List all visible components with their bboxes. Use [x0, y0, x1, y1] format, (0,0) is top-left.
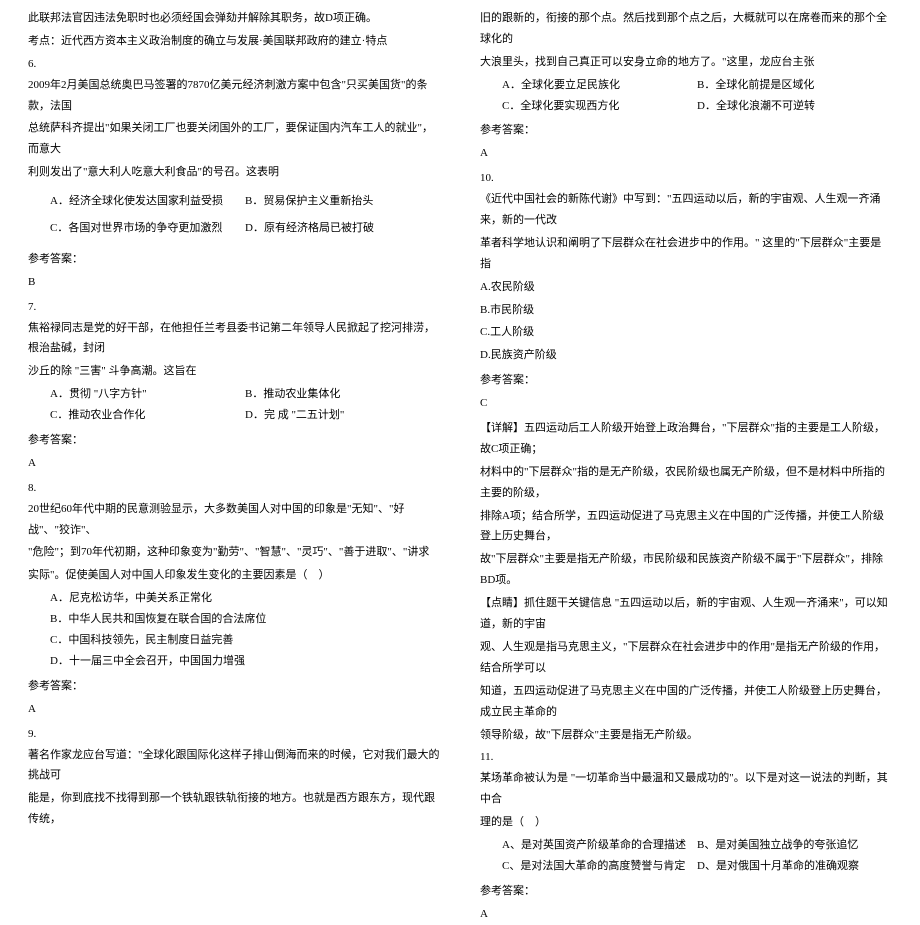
option-c: C．推动农业合作化 [50, 405, 245, 426]
question-number: 8. [28, 478, 440, 499]
question-stem: 能是，你到底找不找得到那一个铁轨跟铁轨衔接的地方。也就是西方跟东方，现代跟传统， [28, 788, 440, 830]
option-b: B．全球化前提是区域化 [697, 75, 892, 96]
question-stem: 《近代中国社会的新陈代谢》中写到："五四运动以后，新的宇宙观、人生观一齐涌来，新… [480, 189, 892, 231]
option-row: C．各国对世界市场的争夺更加激烈 D．原有经济格局已被打破 [50, 218, 440, 239]
answer-label: 参考答案： [28, 676, 440, 697]
question-stem: 某场革命被认为是 "一切革命当中最温和又最成功的"。以下是对这一说法的判断，其中… [480, 768, 892, 810]
option-row: A．贯彻 "八字方针" B．推动农业集体化 [50, 384, 440, 405]
option-b: B．贸易保护主义重新抬头 [245, 191, 440, 212]
answer-label: 参考答案： [28, 249, 440, 270]
option-row: C．推动农业合作化 D．完 成 "二五计划" [50, 405, 440, 426]
explanation: 排除A项；结合所学，五四运动促进了马克思主义在中国的广泛传播，并使工人阶级登上历… [480, 506, 892, 548]
option-b: B．中华人民共和国恢复在联合国的合法席位 [50, 609, 440, 630]
question-stem: 著名作家龙应台写道："全球化跟国际化这样子排山倒海而来的时候，它对我们最大的挑战… [28, 745, 440, 787]
option-b: B．推动农业集体化 [245, 384, 440, 405]
option-c: C．各国对世界市场的争夺更加激烈 [50, 218, 245, 239]
question-number: 11. [480, 747, 892, 768]
question-number: 10. [480, 168, 892, 189]
right-column: 旧的跟新的，衔接的那个点。然后找到那个点之后，大概就可以在席卷而来的那个全球化的… [460, 0, 920, 651]
line-text: 此联邦法官因违法免职时也必须经国会弹劾并解除其职务，故D项正确。 [28, 8, 440, 29]
line-text: 考点：近代西方资本主义政治制度的确立与发展·美国联邦政府的建立·特点 [28, 31, 440, 52]
question-stem: 沙丘的除 "三害" 斗争高潮。这旨在 [28, 361, 440, 382]
tip: 【点睛】抓住题干关键信息 "五四运动以后，新的宇宙观、人生观一齐涌来"，可以知道… [480, 593, 892, 635]
option-d: D、是对俄国十月革命的准确观察 [697, 856, 892, 877]
question-stem: 2009年2月美国总统奥巴马签署的7870亿美元经济刺激方案中包含"只买美国货"… [28, 75, 440, 117]
question-stem: 实际"。促使美国人对中国人印象发生变化的主要因素是（ ） [28, 565, 440, 586]
question-stem: 20世纪60年代中期的民意测验显示，大多数美国人对中国的印象是"无知"、"好战"… [28, 499, 440, 541]
option-d: D．完 成 "二五计划" [245, 405, 440, 426]
question-stem: 理的是（ ） [480, 812, 892, 833]
option-c: C．中国科技领先，民主制度日益完善 [50, 630, 440, 651]
option-d: D.民族资产阶级 [480, 345, 892, 366]
option-row: C、是对法国大革命的高度赞誉与肯定 D、是对俄国十月革命的准确观察 [502, 856, 892, 877]
question-stem: 焦裕禄同志是党的好干部，在他担任兰考县委书记第二年领导人民掀起了挖河排涝，根治盐… [28, 318, 440, 360]
option-d: D．全球化浪潮不可逆转 [697, 96, 892, 117]
option-row: A．经济全球化使发达国家利益受损 B．贸易保护主义重新抬头 [50, 191, 440, 212]
option-c: C.工人阶级 [480, 322, 892, 343]
answer-value: A [480, 143, 892, 164]
answer-label: 参考答案： [28, 430, 440, 451]
option-a: A.农民阶级 [480, 277, 892, 298]
answer-value: A [28, 699, 440, 720]
question-stem: 革者科学地认识和阐明了下层群众在社会进步中的作用。" 这里的"下层群众"主要是指 [480, 233, 892, 275]
option-b: B.市民阶级 [480, 300, 892, 321]
option-b: B、是对美国独立战争的夸张追忆 [697, 835, 892, 856]
answer-label: 参考答案： [480, 120, 892, 141]
question-stem: 大浪里头，找到自己真正可以安身立命的地方了。"这里，龙应台主张 [480, 52, 892, 73]
tip: 观、人生观是指马克思主义，"下层群众在社会进步中的作用"是指无产阶级的作用，结合… [480, 637, 892, 679]
question-stem: 利则发出了"意大利人吃意大利食品"的号召。这表明 [28, 162, 440, 183]
answer-value: B [28, 272, 440, 293]
option-d: D．原有经济格局已被打破 [245, 218, 440, 239]
question-number: 6. [28, 54, 440, 75]
question-number: 9. [28, 724, 440, 745]
option-row: A．全球化要立足民族化 B．全球化前提是区域化 [502, 75, 892, 96]
option-row: C．全球化要实现西方化 D．全球化浪潮不可逆转 [502, 96, 892, 117]
option-a: A．贯彻 "八字方针" [50, 384, 245, 405]
explanation: 故"下层群众"主要是指无产阶级，市民阶级和民族资产阶级不属于"下层群众"，排除B… [480, 549, 892, 591]
left-column: 此联邦法官因违法免职时也必须经国会弹劾并解除其职务，故D项正确。 考点：近代西方… [0, 0, 460, 651]
explanation: 材料中的"下层群众"指的是无产阶级，农民阶级也属无产阶级，但不是材料中所指的主要… [480, 462, 892, 504]
option-row: A、是对英国资产阶级革命的合理描述 B、是对美国独立战争的夸张追忆 [502, 835, 892, 856]
answer-value: A [28, 453, 440, 474]
option-a: A、是对英国资产阶级革命的合理描述 [502, 835, 697, 856]
question-number: 7. [28, 297, 440, 318]
question-stem: 旧的跟新的，衔接的那个点。然后找到那个点之后，大概就可以在席卷而来的那个全球化的 [480, 8, 892, 50]
answer-label: 参考答案： [480, 370, 892, 391]
option-a: A．尼克松访华，中美关系正常化 [50, 588, 440, 609]
option-c: C．全球化要实现西方化 [502, 96, 697, 117]
option-a: A．经济全球化使发达国家利益受损 [50, 191, 245, 212]
option-a: A．全球化要立足民族化 [502, 75, 697, 96]
option-d: D．十一届三中全会召开，中国国力增强 [50, 651, 440, 672]
explanation: 【详解】五四运动后工人阶级开始登上政治舞台，"下层群众"指的主要是工人阶级，故C… [480, 418, 892, 460]
question-stem: "危险"；到70年代初期，这种印象变为"勤劳"、"智慧"、"灵巧"、"善于进取"… [28, 542, 440, 563]
answer-value: A [480, 904, 892, 925]
option-c: C、是对法国大革命的高度赞誉与肯定 [502, 856, 697, 877]
tip: 知道，五四运动促进了马克思主义在中国的广泛传播，并使工人阶级登上历史舞台，成立民… [480, 681, 892, 723]
answer-value: C [480, 393, 892, 414]
question-stem: 总统萨科齐提出"如果关闭工厂也要关闭国外的工厂，要保证国内汽车工人的就业"，而意… [28, 118, 440, 160]
tip: 领导阶级，故"下层群众"主要是指无产阶级。 [480, 725, 892, 746]
answer-label: 参考答案： [480, 881, 892, 902]
